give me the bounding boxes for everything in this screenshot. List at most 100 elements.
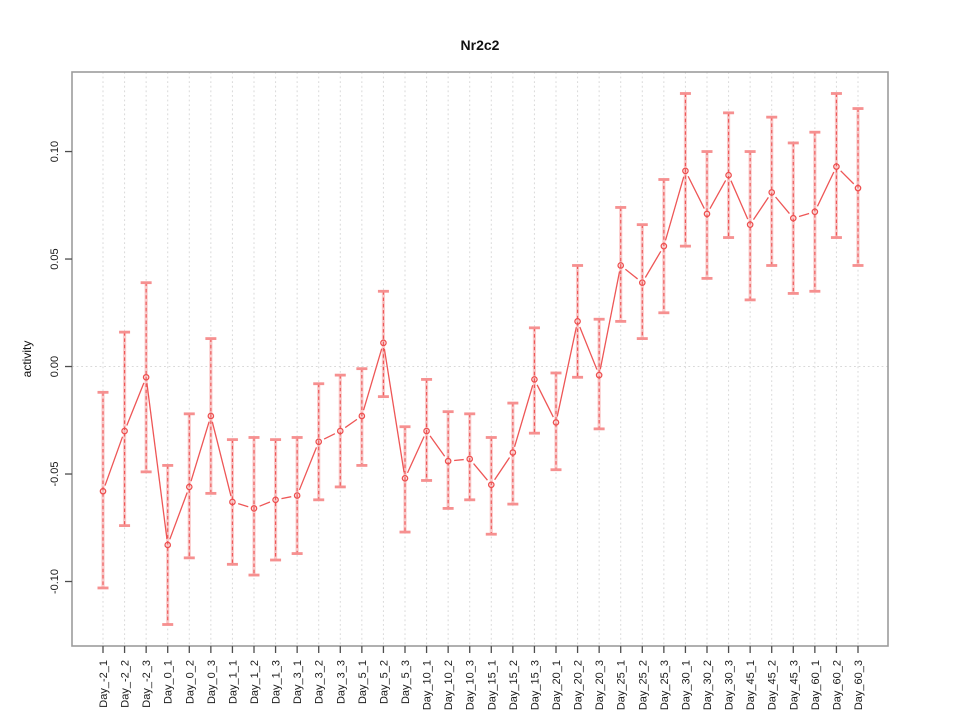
line-segment: [281, 496, 292, 500]
line-segment: [709, 180, 727, 209]
gridlines: [72, 72, 888, 646]
x-tick-label: Day_5_3: [400, 660, 412, 704]
x-tick-label: Day_30_2: [702, 660, 714, 710]
line-segment: [454, 458, 464, 462]
line-segment: [211, 421, 232, 497]
data-point: [272, 496, 279, 504]
x-tick-label: Day_1_1: [227, 660, 239, 704]
line-segment: [644, 250, 662, 278]
x-tick-label: Day_30_3: [724, 660, 736, 710]
plot-border: [71, 71, 889, 647]
line-segment: [730, 180, 749, 220]
data-point: [444, 457, 452, 465]
line-segment: [579, 326, 598, 370]
data-point: [250, 505, 258, 512]
x-tick-label: Day_3_1: [292, 660, 304, 704]
line-segment: [536, 384, 554, 418]
line-segment: [406, 436, 425, 474]
y-axis: -0.10 -0.05 0.00 0.05 0.10: [49, 141, 72, 594]
x-tick-label: Day_3_2: [314, 660, 326, 704]
data-point: [638, 279, 646, 287]
x-tick-label: Day_60_1: [810, 660, 822, 710]
x-tick-label: Day_60_3: [853, 660, 865, 710]
data-point: [682, 167, 689, 175]
x-tick-label: Day_-2_1: [98, 660, 110, 708]
x-tick-label: Day_5_2: [378, 660, 390, 704]
x-tick-label: Day_-2_3: [141, 660, 153, 708]
line-segment: [599, 271, 621, 370]
series-line: [104, 170, 855, 540]
x-tick-label: Day_60_2: [831, 660, 843, 710]
data-point: [833, 163, 840, 170]
x-tick-label: Day_45_3: [788, 660, 800, 710]
line-segment: [556, 327, 577, 417]
data-point: [142, 373, 150, 381]
x-axis: Day_-2_1 Day_-2_2 Day_-2_3 Day_0_1 Day_0_2 Da…: [98, 646, 865, 710]
data-point: [574, 318, 581, 325]
line-segment: [798, 212, 810, 218]
data-point: [99, 487, 107, 495]
line-segment: [237, 503, 249, 508]
data-point: [207, 412, 215, 420]
data-point: [509, 449, 517, 456]
data-point: [336, 427, 344, 435]
x-tick-label: Day_0_1: [163, 660, 175, 704]
y-tick-label: -0.10: [49, 569, 61, 594]
x-tick-label: Day_0_2: [184, 660, 196, 704]
line-segment: [664, 176, 685, 241]
data-point: [164, 541, 172, 549]
data-point: [401, 474, 409, 482]
data-point: [229, 498, 236, 506]
x-tick-label: Day_1_2: [249, 660, 261, 704]
data-point: [466, 455, 474, 463]
line-segment: [323, 433, 336, 440]
y-tick-label: -0.05: [49, 461, 61, 486]
x-tick-label: Day_10_3: [465, 660, 477, 710]
line-segment: [494, 457, 511, 481]
x-tick-label: Day_20_3: [594, 660, 606, 710]
x-tick-label: Day_10_2: [443, 660, 455, 710]
line-segment: [816, 171, 835, 207]
y-tick-label: 0.05: [49, 248, 61, 269]
data-point: [617, 262, 625, 269]
line-segment: [298, 447, 318, 491]
data-point: [703, 210, 711, 218]
data-point: [487, 481, 495, 489]
line-segment: [775, 196, 790, 215]
x-tick-label: Day_45_2: [767, 660, 779, 710]
data-point: [380, 339, 387, 347]
line-segment: [840, 170, 855, 185]
x-tick-label: Day_0_3: [206, 660, 218, 704]
y-tick-label: 0.00: [49, 356, 61, 377]
data-point: [725, 171, 732, 179]
data-point: [358, 412, 366, 420]
x-tick-label: Day_30_1: [680, 660, 692, 710]
x-tick-label: Day_15_3: [529, 660, 541, 710]
line-segment: [259, 501, 271, 507]
data-point: [423, 427, 430, 435]
x-tick-label: Day_-2_2: [120, 660, 132, 708]
line-segment: [190, 421, 210, 482]
data-point: [746, 221, 754, 228]
data-point: [293, 492, 301, 499]
data-point: [660, 242, 668, 250]
line-segment: [429, 435, 446, 457]
x-tick-label: Day_1_3: [271, 660, 283, 704]
data-point: [315, 438, 323, 446]
chart-title: Nr2c2: [460, 37, 500, 53]
x-tick-label: Day_15_2: [508, 660, 520, 710]
data-points: [99, 163, 862, 549]
x-tick-label: Day_5_1: [357, 660, 369, 704]
data-point: [185, 483, 193, 491]
x-tick-label: Day_20_1: [551, 660, 563, 710]
x-tick-label: Day_25_1: [616, 660, 628, 710]
line-segment: [362, 348, 383, 411]
x-tick-label: Day_25_3: [659, 660, 671, 710]
data-point: [789, 214, 797, 222]
error-bars: [97, 92, 864, 626]
y-tick-label: 0.10: [49, 141, 61, 162]
line-segment: [383, 348, 405, 473]
x-tick-label: Day_25_2: [637, 660, 649, 710]
x-tick-label: Day_45_1: [745, 660, 757, 710]
